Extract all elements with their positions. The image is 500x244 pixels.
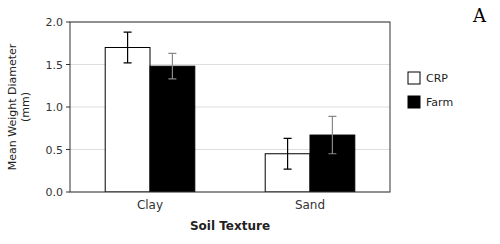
panel-label: A: [472, 5, 487, 26]
bar: [105, 48, 150, 193]
legend-label: CRP: [426, 72, 448, 85]
x-axis-label: Soil Texture: [190, 219, 270, 233]
x-tick-label: Sand: [295, 198, 325, 212]
x-tick-label: Clay: [137, 198, 163, 212]
error-bars: [124, 32, 337, 169]
error-bar: [284, 138, 292, 169]
bars: [105, 48, 355, 193]
y-tick-label: 0.0: [46, 186, 64, 199]
y-tick: [66, 149, 70, 150]
y-axis-label: Mean Weight Diameter(mm): [6, 43, 32, 170]
y-tick-label: 2.0: [46, 16, 64, 29]
error-bar: [168, 53, 176, 78]
bar: [150, 66, 195, 192]
y-tick: [66, 64, 70, 65]
y-tick-label: 0.5: [46, 144, 64, 157]
y-tick: [66, 192, 70, 193]
y-tick-label: 1.0: [46, 101, 64, 114]
y-tick-label: 1.5: [46, 59, 64, 72]
legend-swatch: [408, 72, 420, 84]
y-tick: [66, 22, 70, 23]
error-bar: [124, 32, 132, 63]
plot-frame: [70, 22, 390, 192]
error-bar: [328, 116, 336, 153]
y-axis-label-line: Mean Weight Diameter: [6, 43, 19, 170]
legend-swatch: [408, 96, 420, 108]
y-tick: [66, 107, 70, 108]
y-axis-label-line: (mm): [19, 92, 32, 122]
chart: 0.0 0.5 1.0 1.5 2.0 Clay Sand Soil Texture Mean …: [0, 0, 500, 244]
legend-label: Farm: [426, 96, 453, 109]
